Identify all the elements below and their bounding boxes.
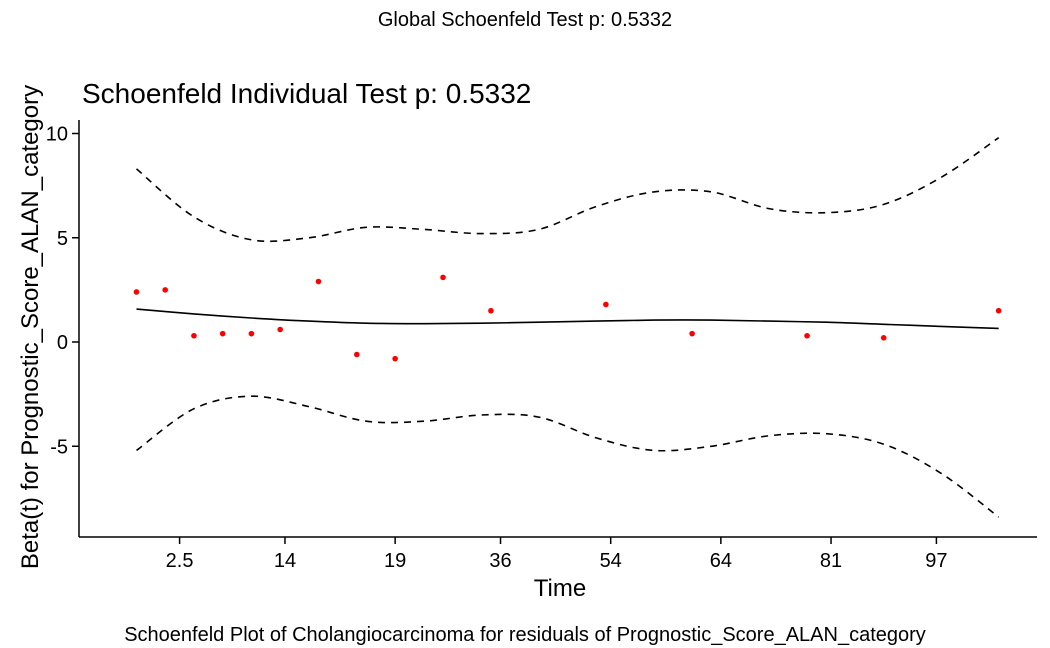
residual-point — [248, 330, 255, 337]
y-tick-label: 10 — [46, 124, 68, 146]
residual-point — [191, 332, 197, 339]
x-tick-label: 2.5 — [166, 550, 194, 572]
residual-point — [603, 301, 609, 308]
residual-point — [354, 351, 360, 358]
x-tick-label: 81 — [820, 550, 842, 572]
residual-point — [277, 326, 283, 333]
upper-confidence-band — [135, 137, 1000, 243]
x-tick-label: 64 — [710, 550, 732, 572]
residual-point — [133, 289, 140, 295]
x-ticks: 2.5 14 19 36 54 64 81 97 — [166, 537, 948, 572]
x-tick-label: 14 — [274, 550, 296, 572]
lower-confidence-band — [136, 395, 1000, 518]
x-tick-label: 97 — [925, 550, 947, 572]
y-tick-label: 5 — [57, 228, 68, 250]
residual-point — [392, 355, 398, 362]
y-tick-label: -5 — [50, 436, 68, 458]
residual-point — [315, 278, 322, 285]
axes — [78, 120, 1037, 538]
residual-point — [880, 335, 887, 341]
x-tick-label: 19 — [384, 550, 406, 572]
series-layer — [133, 137, 1002, 518]
residual-point — [804, 332, 810, 339]
chart-title: Schoenfeld Individual Test p: 0.5332 — [82, 78, 531, 109]
y-axis-label: Beta(t) for Prognostic_Score_ALAN_catego… — [17, 85, 44, 569]
y-ticks: 10 5 0 -5 — [46, 124, 79, 458]
residual-point — [219, 330, 226, 337]
residual-point — [995, 307, 1002, 314]
figure-caption: Schoenfeld Plot of Cholangiocarcinoma fo… — [124, 624, 926, 646]
residual-point — [488, 307, 494, 314]
y-tick-label: 0 — [57, 332, 68, 354]
residual-point — [689, 330, 695, 337]
beta-fit-line — [136, 308, 999, 330]
x-tick-label: 36 — [489, 550, 511, 572]
residual-point — [162, 287, 169, 293]
x-tick-label: 54 — [600, 550, 622, 572]
residual-point — [440, 274, 446, 281]
x-axis-label: Time — [534, 575, 586, 602]
global-test-title: Global Schoenfeld Test p: 0.5332 — [378, 9, 672, 31]
